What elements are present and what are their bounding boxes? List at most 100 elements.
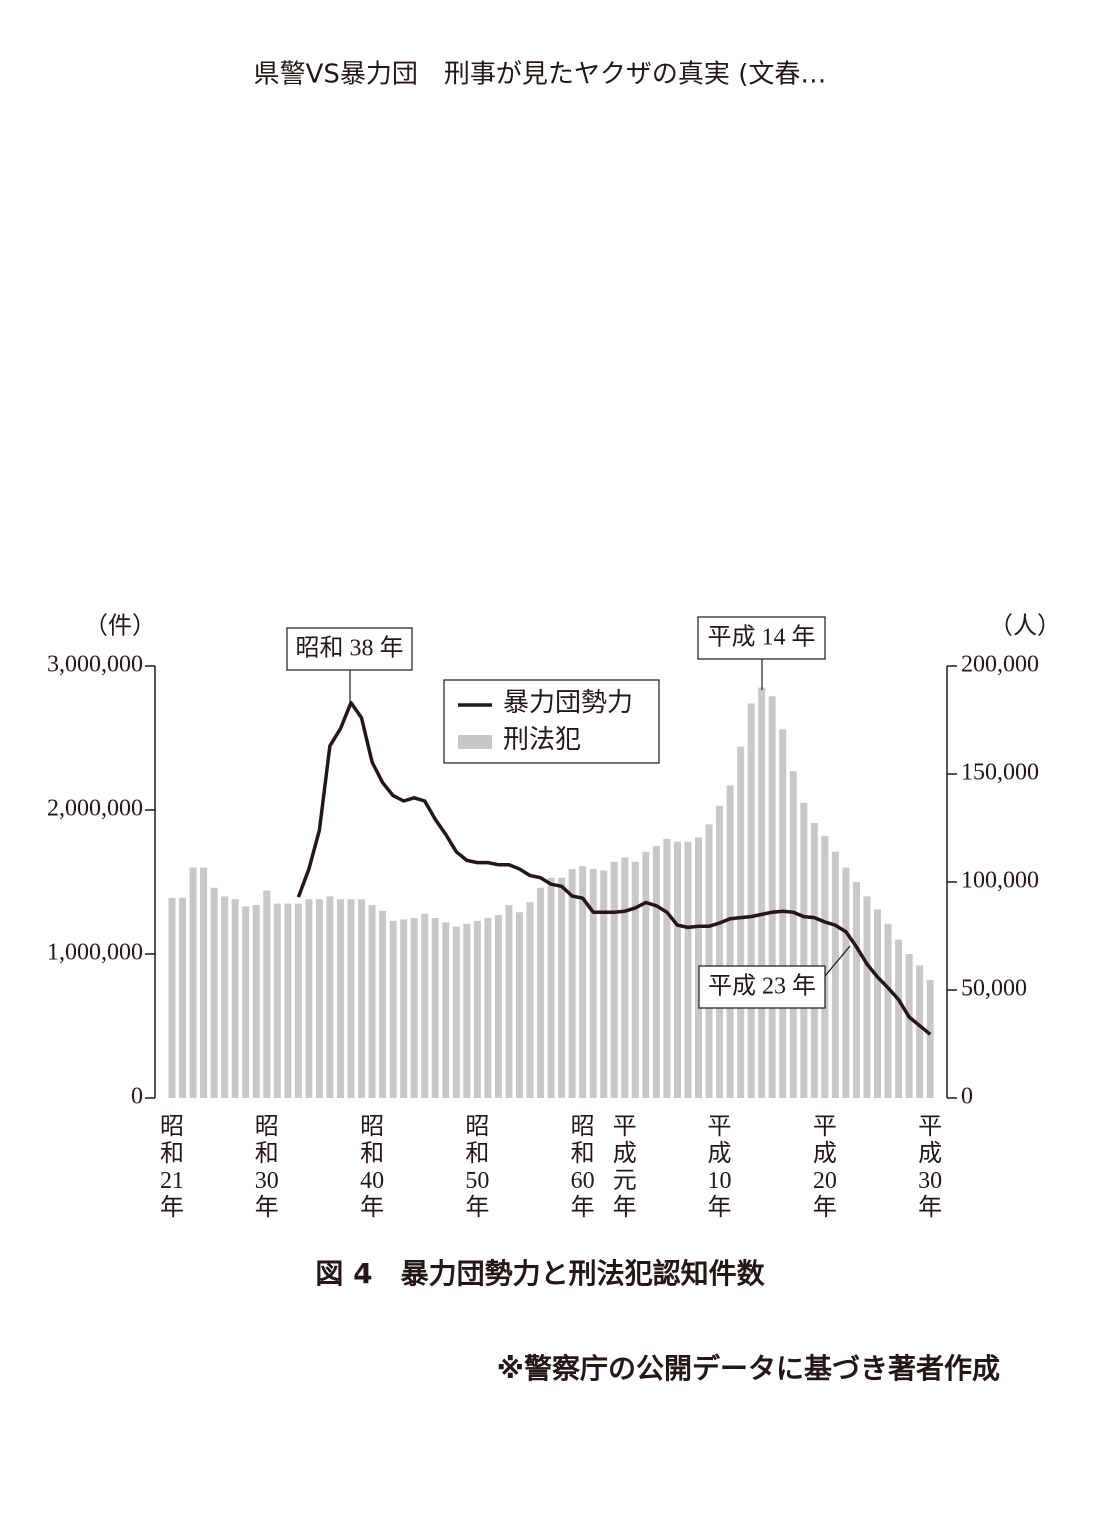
x-tick-label: 昭和 40 年 (360, 1114, 384, 1221)
bar (547, 877, 555, 1098)
bar (895, 939, 903, 1098)
bar (231, 899, 239, 1098)
y2-tick-label: 150,000 (961, 760, 1039, 786)
annotation: 平成 14 年 (708, 624, 816, 651)
bar (600, 870, 608, 1098)
legend-label: 暴力団勢力 (503, 688, 633, 717)
y2-tick-label: 0 (961, 1084, 973, 1110)
bar (179, 897, 187, 1098)
bar (336, 899, 344, 1098)
bar (726, 785, 734, 1098)
bar (652, 846, 660, 1098)
bar (768, 696, 776, 1098)
bar (537, 887, 545, 1098)
bar (663, 838, 671, 1098)
bar (747, 703, 755, 1098)
bar (810, 822, 818, 1098)
bar (673, 841, 681, 1098)
caption: 図 4 暴力団勢力と刑法犯認知件数 (315, 1257, 765, 1290)
bar (884, 923, 892, 1098)
bar (200, 867, 208, 1098)
annotation: 昭和 38 年 (296, 635, 404, 662)
bar (579, 866, 587, 1098)
bar (610, 861, 618, 1098)
line (296, 700, 932, 1036)
bar (473, 920, 481, 1098)
bar (368, 905, 376, 1098)
bar (505, 905, 513, 1098)
bar (221, 896, 229, 1098)
bar (442, 922, 450, 1098)
bar (379, 910, 387, 1098)
bar (410, 918, 418, 1098)
x-tick-label: 平成 10 年 (708, 1114, 732, 1221)
bar (684, 841, 692, 1098)
bar (273, 903, 281, 1098)
bar (852, 882, 860, 1098)
bar (874, 909, 882, 1098)
source: ※警察庁の公開データに基づき著者作成 (497, 1352, 1000, 1385)
bar (558, 877, 566, 1098)
bar (526, 902, 534, 1098)
page-header: 県警VS暴力団 刑事が見たヤクザの真実 (文春… (254, 60, 827, 90)
x-tick-label: 平成元年 (613, 1114, 637, 1221)
bar (568, 869, 576, 1098)
y-tick-label: 1,000,000 (47, 940, 143, 966)
bar (242, 906, 250, 1098)
bar (400, 919, 408, 1098)
bar (431, 918, 439, 1098)
bar (831, 851, 839, 1098)
annotation-box (698, 965, 826, 1009)
bar (515, 912, 523, 1098)
bar (926, 979, 934, 1098)
legend-swatch (458, 735, 492, 749)
bar (758, 687, 766, 1098)
x-tick-label: 昭和 60 年 (571, 1114, 595, 1221)
annotation-leader (824, 945, 851, 977)
bar (305, 899, 313, 1098)
y-tick-label: 3,000,000 (47, 652, 143, 678)
y2-unit: （人） (989, 614, 1061, 640)
legend-box (443, 679, 660, 764)
bar (863, 896, 871, 1098)
x-tick-label: 昭和 21 年 (160, 1114, 184, 1221)
bar (452, 926, 460, 1098)
y-unit: （件） (84, 613, 156, 640)
y2-tick-label: 100,000 (961, 868, 1039, 894)
x-tick-label: 昭和 50 年 (465, 1114, 489, 1221)
bar (421, 913, 429, 1098)
bar (842, 867, 850, 1098)
bar (705, 824, 713, 1098)
bar (916, 965, 924, 1098)
annotation-box (286, 627, 413, 671)
bar (326, 896, 334, 1098)
legend-label: 刑法犯 (503, 725, 581, 754)
y2-tick-label: 200,000 (961, 652, 1039, 678)
bar (358, 899, 366, 1098)
bar (494, 915, 502, 1098)
bar (631, 861, 639, 1098)
bar (800, 802, 808, 1098)
bar (716, 805, 724, 1098)
bar (389, 920, 397, 1098)
bar (905, 954, 913, 1098)
bar (315, 899, 323, 1098)
bar (294, 903, 302, 1098)
bar (589, 869, 597, 1098)
bar (347, 899, 355, 1098)
bar (642, 851, 650, 1098)
bar (252, 905, 260, 1098)
annotation-box (697, 616, 826, 660)
annotation: 平成 23 年 (708, 973, 816, 1000)
y-tick-label: 0 (131, 1084, 143, 1110)
bar (284, 903, 292, 1098)
bar (621, 857, 629, 1098)
bar (463, 923, 471, 1098)
bar (789, 771, 797, 1098)
x-tick-label: 平成 20 年 (813, 1114, 837, 1221)
bar (484, 918, 492, 1098)
bar (168, 897, 176, 1098)
x-tick-label: 平成 30 年 (918, 1114, 942, 1221)
x-tick-label: 昭和 30 年 (255, 1114, 279, 1221)
